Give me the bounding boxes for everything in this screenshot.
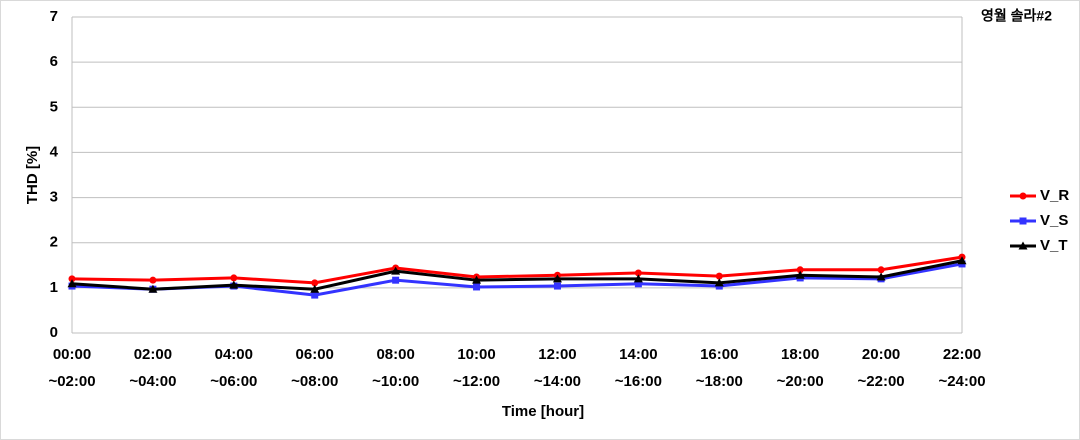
x-tick-label: ~22:00 [858, 373, 905, 390]
data-point [67, 279, 77, 288]
data-point [230, 274, 238, 282]
x-tick-label: ~08:00 [291, 373, 338, 390]
x-tick-label: 08:00 [376, 346, 414, 363]
legend-label: V_S [1040, 212, 1068, 229]
x-tick-label: ~20:00 [777, 373, 824, 390]
y-tick-label: 7 [50, 8, 58, 25]
x-tick-label: ~06:00 [210, 373, 257, 390]
series-line [71, 259, 963, 291]
x-tick-label: 22:00 [943, 346, 981, 363]
x-tick-label: 06:00 [296, 346, 334, 363]
x-tick-label: 12:00 [538, 346, 576, 363]
data-point [633, 274, 643, 283]
y-tick-label: 4 [50, 143, 59, 160]
y-tick-label: 2 [50, 234, 58, 251]
legend-label: V_R [1040, 187, 1069, 204]
data-point [877, 266, 885, 274]
y-tick-label: 5 [50, 98, 58, 115]
data-point [148, 284, 158, 293]
x-tick-label: ~24:00 [938, 373, 985, 390]
data-point [795, 270, 805, 279]
data-point [310, 284, 320, 293]
data-point [472, 275, 482, 284]
x-axis-label: Time [hour] [502, 403, 584, 420]
y-tick-label: 3 [50, 189, 58, 206]
data-point [149, 276, 157, 284]
x-tick-label: 00:00 [53, 346, 91, 363]
legend-label: V_T [1040, 237, 1068, 254]
data-point [473, 283, 481, 291]
x-tick-label: 16:00 [700, 346, 738, 363]
x-tick-label: 02:00 [134, 346, 172, 363]
data-point [715, 272, 723, 280]
legend-marker [1019, 217, 1027, 225]
data-point [391, 266, 401, 275]
x-tick-label: 14:00 [619, 346, 657, 363]
x-tick-label: 10:00 [457, 346, 495, 363]
data-point [311, 279, 319, 287]
x-tick-label: 18:00 [781, 346, 819, 363]
x-tick-label: ~10:00 [372, 373, 419, 390]
data-point [553, 282, 561, 290]
y-tick-label: 1 [50, 279, 58, 296]
x-tick-label: 04:00 [215, 346, 253, 363]
data-point [714, 278, 724, 287]
legend-marker [1019, 192, 1027, 200]
legend-marker [1018, 241, 1028, 250]
series-line [71, 255, 963, 285]
y-tick-label: 0 [50, 324, 58, 341]
annotation: 영월 솔라#2 [981, 8, 1052, 24]
data-point [229, 280, 239, 289]
y-tick-label: 6 [50, 53, 58, 70]
data-point [796, 266, 804, 274]
data-point [876, 272, 886, 281]
data-point [634, 269, 642, 277]
data-point [68, 275, 76, 283]
x-tick-label: ~02:00 [48, 373, 95, 390]
data-point [957, 256, 967, 265]
data-point [311, 291, 319, 299]
x-tick-label: ~16:00 [615, 373, 662, 390]
data-point [552, 274, 562, 283]
data-point [634, 280, 642, 288]
x-tick-label: ~12:00 [453, 373, 500, 390]
y-axis-label: THD [%] [24, 146, 41, 204]
x-tick-label: ~04:00 [129, 373, 176, 390]
x-tick-label: 20:00 [862, 346, 900, 363]
data-point [392, 276, 400, 284]
x-tick-label: ~18:00 [696, 373, 743, 390]
x-tick-label: ~14:00 [534, 373, 581, 390]
